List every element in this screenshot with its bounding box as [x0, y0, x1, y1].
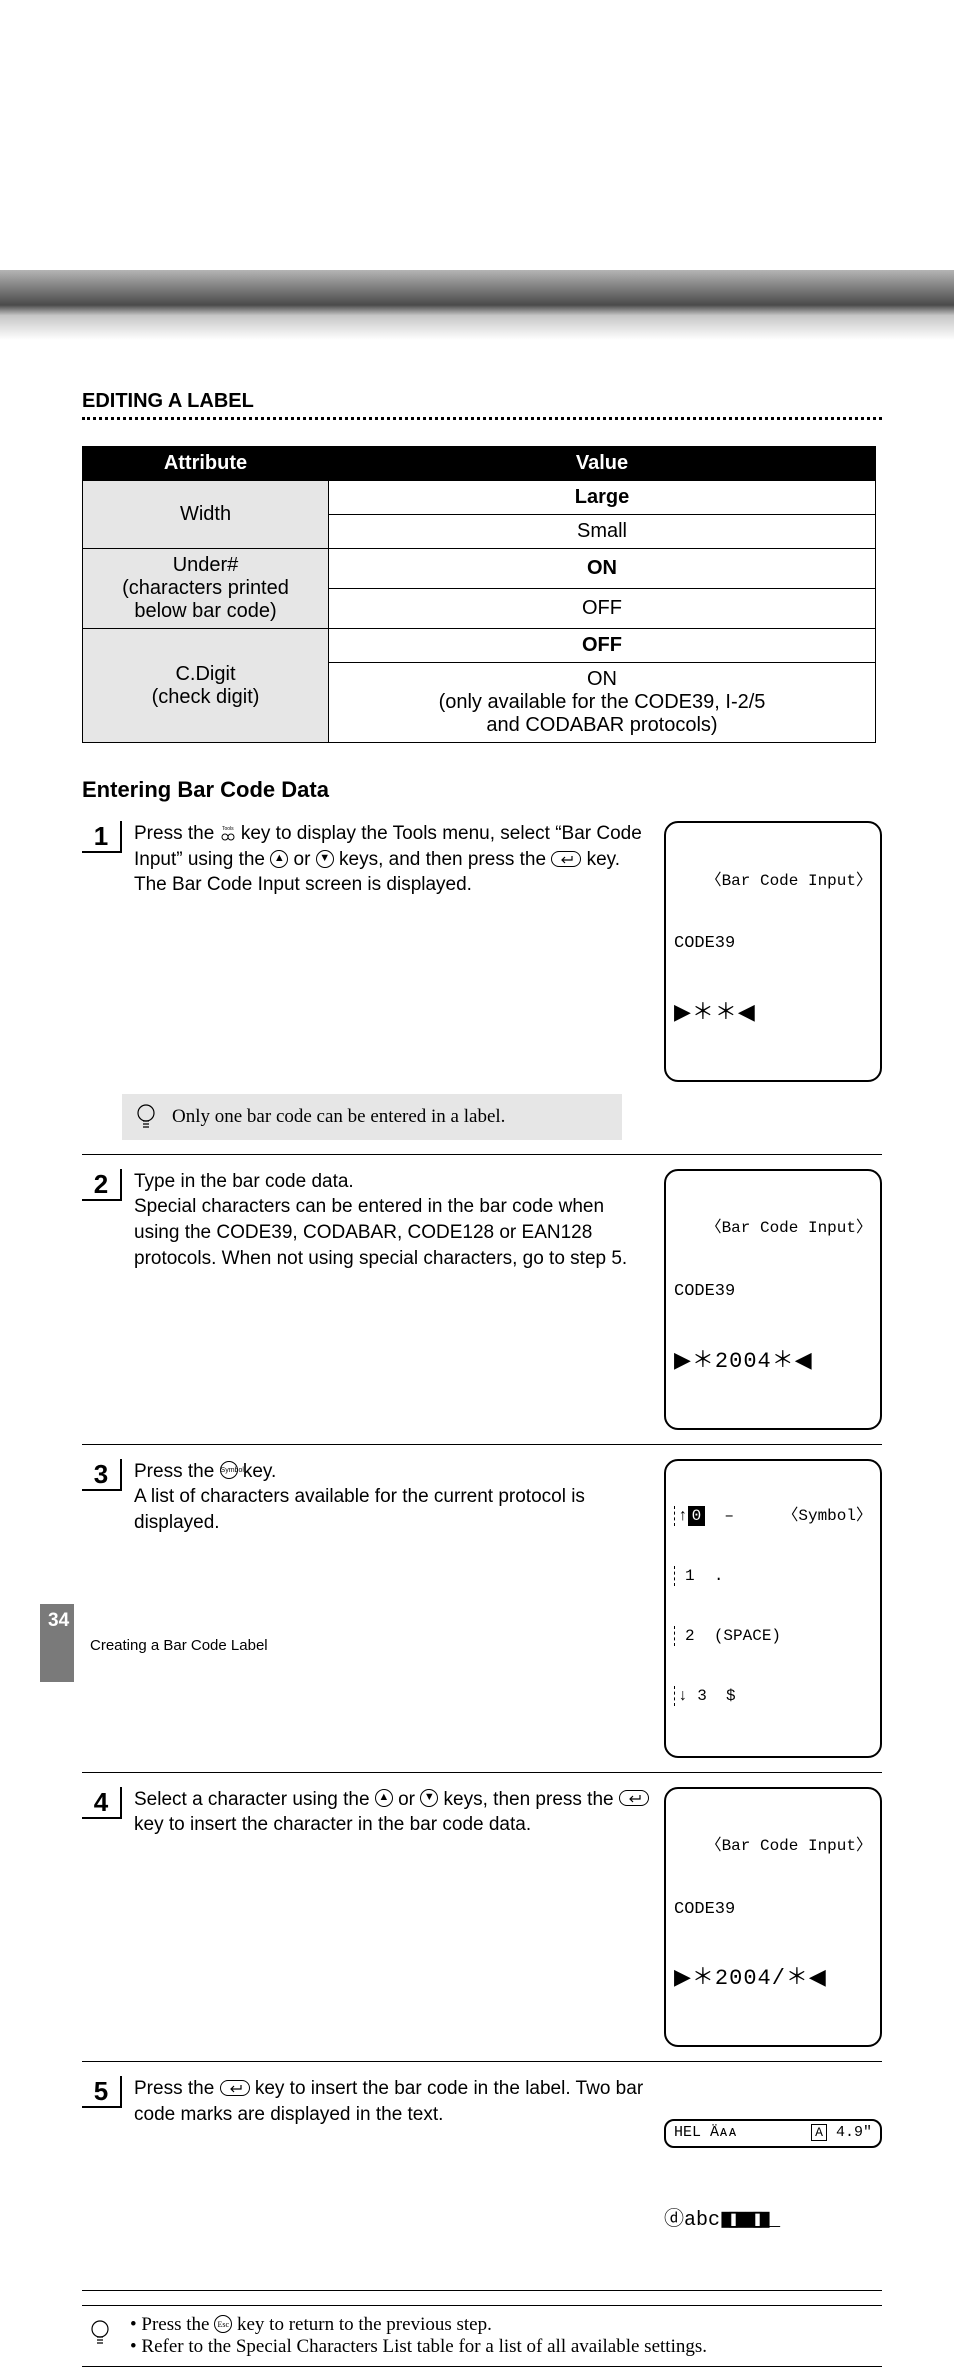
tip-2: Refer to the Special Characters List tab…	[130, 2336, 707, 2358]
step-number-2: 2	[82, 1169, 120, 1201]
lcd-screen-3: ↑0 –〈Symbol〉 1 . 2 (SPACE) ↓ 3 $	[664, 1459, 882, 1758]
step-divider	[82, 2061, 882, 2062]
step-divider	[82, 1154, 882, 1155]
lcd-screen-1: 〈Bar Code Input〉 CODE39 ▶＊＊◀	[664, 821, 882, 1082]
symbol-key-icon: Symbol	[220, 1461, 238, 1479]
table-header-attribute: Attribute	[83, 447, 329, 481]
barcode-glyph: ▮▯▮▮▯▮	[720, 2208, 768, 2233]
svg-text:Tools: Tools	[222, 826, 234, 832]
step-1: 1 Press the Tools key to display the Too…	[82, 821, 882, 1140]
enter-key-icon	[551, 851, 581, 867]
table-val-under-off: OFF	[329, 589, 876, 629]
header-gradient-bar	[0, 270, 954, 340]
tools-key-icon: Tools	[220, 824, 236, 842]
sub-heading: Entering Bar Code Data	[82, 777, 882, 803]
step-divider	[82, 1444, 882, 1445]
page-label: Creating a Bar Code Label	[90, 1637, 268, 1654]
down-key-icon: ▼	[420, 1789, 438, 1807]
table-attr-width: Width	[83, 481, 329, 549]
step-number-4: 4	[82, 1787, 120, 1819]
step-number-1: 1	[82, 821, 120, 853]
tips-box: Press the Esc key to return to the previ…	[82, 2305, 882, 2367]
step-5-text: Press the key to insert the bar code in …	[134, 2076, 664, 2127]
step-5: 5 Press the key to insert the bar code i…	[82, 2076, 882, 2275]
header-area	[0, 0, 954, 370]
tip-1: Press the Esc key to return to the previ…	[130, 2314, 707, 2336]
step-divider	[82, 2290, 882, 2291]
enter-key-icon	[220, 2080, 250, 2096]
step-3-text: Press the Symbol key. A list of characte…	[134, 1459, 664, 1536]
page-footer: 34 Creating a Bar Code Label	[40, 1604, 268, 1682]
table-val-width-large: Large	[329, 481, 876, 515]
enter-key-icon	[619, 1790, 649, 1806]
step-4-text: Select a character using the ▲ or ▼ keys…	[134, 1787, 664, 1838]
step-1-text: Press the Tools key to display the Tools…	[134, 821, 664, 898]
table-val-cdigit-off: OFF	[329, 629, 876, 663]
step-4: 4 Select a character using the ▲ or ▼ ke…	[82, 1787, 882, 2048]
table-val-cdigit-on: ON (only available for the CODE39, I-2/5…	[329, 663, 876, 743]
step-1-note: Only one bar code can be entered in a la…	[122, 1094, 622, 1140]
page-number: 34	[40, 1604, 74, 1682]
table-val-under-on: ON	[329, 549, 876, 589]
step-2: 2 Type in the bar code data. Special cha…	[82, 1169, 882, 1430]
attribute-value-table: Attribute Value Width Large Small Under#…	[82, 446, 876, 743]
table-attr-cdigit: C.Digit (check digit)	[83, 629, 329, 743]
bulb-icon	[88, 2318, 112, 2348]
bulb-icon	[134, 1102, 158, 1132]
step-divider	[82, 1772, 882, 1773]
step-number-5: 5	[82, 2076, 120, 2108]
step-2-text: Type in the bar code data. Special chara…	[134, 1169, 664, 1272]
page-content: EDITING A LABEL Attribute Value Width La…	[82, 390, 882, 2367]
lcd-screen-5: HEL Äᴀᴀ A 4.9" ⓓabc▮▯▮▮▯▮_	[664, 2076, 882, 2275]
down-key-icon: ▼	[316, 850, 334, 868]
table-header-value: Value	[329, 447, 876, 481]
up-key-icon: ▲	[270, 850, 288, 868]
table-val-width-small: Small	[329, 515, 876, 549]
up-key-icon: ▲	[375, 1789, 393, 1807]
lcd-screen-2: 〈Bar Code Input〉 CODE39 ▶＊2004＊◀	[664, 1169, 882, 1430]
table-attr-under: Under# (characters printed below bar cod…	[83, 549, 329, 629]
lcd-screen-4: 〈Bar Code Input〉 CODE39 ▶＊2004/＊◀	[664, 1787, 882, 2048]
section-title: EDITING A LABEL	[82, 390, 882, 413]
dotted-divider	[82, 417, 882, 420]
step-number-3: 3	[82, 1459, 120, 1491]
esc-key-icon: Esc	[214, 2315, 232, 2333]
